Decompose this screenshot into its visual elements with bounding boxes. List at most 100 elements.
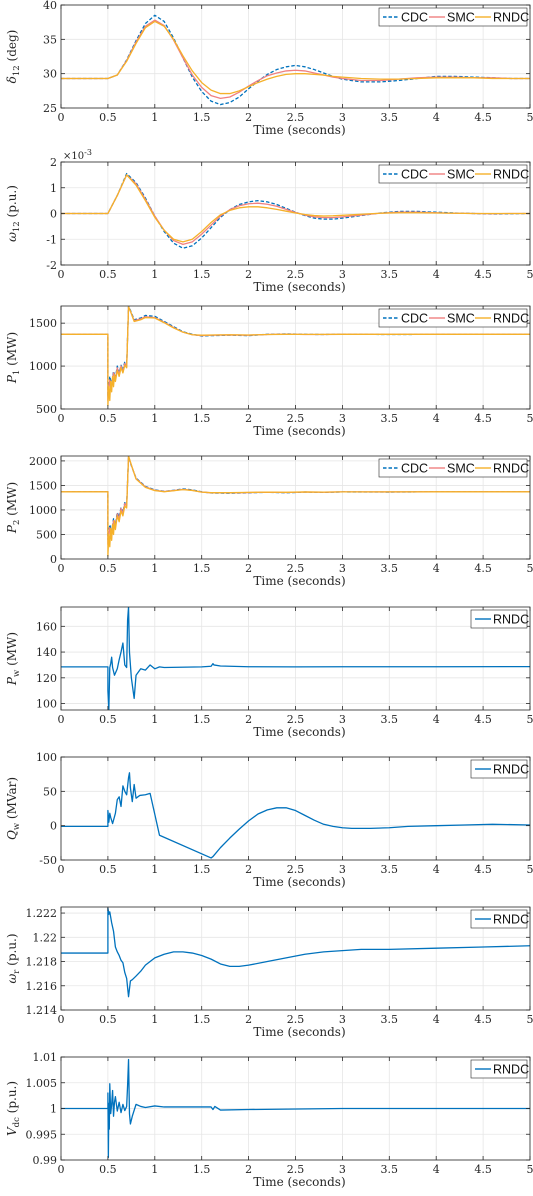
y-tick-label: 2	[50, 156, 57, 169]
legend-label-rndc: RNDC	[493, 312, 529, 326]
x-tick-label: 5	[527, 111, 533, 124]
y-tick-label: 1.222	[26, 907, 58, 920]
x-tick-label: 1	[151, 412, 158, 425]
legend-box	[470, 909, 528, 929]
x-tick-label: 4.5	[474, 863, 492, 876]
x-tick-label: 2	[245, 1163, 252, 1176]
chart-panel-1: 0 0.5 1 1.5 2 2.5 3 3.5 4 4.5 5 25 30 35 40 Time (secon…	[5, 0, 533, 137]
x-tick-label: 5	[527, 412, 533, 425]
x-tick-label: 1.5	[193, 412, 211, 425]
x-tick-label: 1	[151, 268, 158, 281]
y-tick-label: 25	[43, 102, 57, 115]
y-axis-label: Pw (MW)	[5, 632, 22, 686]
y-tick-label: -50	[39, 854, 57, 867]
legend-box	[378, 458, 528, 478]
y-axis-label: Vdc (p.u.)	[5, 1081, 22, 1136]
chart-panel-3: 0 0.5 1 1.5 2 2.5 3 3.5 4 4.5 5 500 1000 1500 Time (se…	[5, 305, 533, 438]
y-tick-label: 1500	[29, 317, 57, 330]
legend-box	[470, 759, 528, 779]
series-group	[61, 607, 530, 710]
x-tick-label: 0	[58, 1013, 65, 1026]
series-line-rndc	[61, 772, 530, 859]
y-tick-label: 100	[36, 751, 57, 764]
legend: CDC SMC RNDC	[378, 7, 529, 27]
legend-label-cdc: CDC	[401, 168, 428, 182]
x-tick-label: 4	[433, 713, 440, 726]
x-tick-label: 3	[339, 562, 346, 575]
legend-label-smc: SMC	[447, 312, 475, 326]
legend-label-cdc: CDC	[401, 11, 428, 25]
y-tick-label: 40	[43, 0, 57, 12]
y-tick-label: -2	[46, 259, 57, 272]
legend: RNDC	[470, 609, 529, 629]
legend: RNDC	[470, 909, 529, 929]
x-tick-label: 4	[433, 562, 440, 575]
y-tick-label: 0	[50, 553, 57, 566]
y-tick-label: 1500	[29, 479, 57, 492]
x-tick-label: 3.5	[381, 713, 399, 726]
series-line-cdc	[61, 172, 530, 249]
series-group	[61, 306, 530, 407]
x-tick-label: 3	[339, 412, 346, 425]
y-tick-label: 1.005	[26, 1077, 58, 1090]
x-tick-label: 0	[58, 562, 65, 575]
x-tick-label: 2.5	[287, 412, 305, 425]
x-tick-label: 1.5	[193, 562, 211, 575]
legend: CDC SMC RNDC	[378, 458, 529, 478]
y-tick-label: 120	[36, 672, 57, 685]
y-tick-label: -1	[46, 233, 57, 246]
x-tick-label: 0	[58, 1163, 65, 1176]
x-tick-label: 5	[527, 268, 533, 281]
x-tick-label: 3.5	[381, 111, 399, 124]
y-tick-label: 1.216	[26, 980, 58, 993]
x-tick-label: 2.5	[287, 1013, 305, 1026]
x-tick-label: 4.5	[474, 268, 492, 281]
x-tick-label: 5	[527, 713, 533, 726]
x-tick-label: 0	[58, 713, 65, 726]
chart-panel-5: 0 0.5 1 1.5 2 2.5 3 3.5 4 4.5 5 100 120 140 160 Time (s…	[5, 606, 533, 739]
y-axis-label: ωr (p.u.)	[5, 933, 22, 983]
y-tick-label: 1	[50, 182, 57, 195]
x-tick-label: 1	[151, 863, 158, 876]
x-tick-label: 0.5	[99, 863, 117, 876]
x-tick-label: 3	[339, 1013, 346, 1026]
series-line-rndc	[61, 456, 530, 557]
y-tick-label: 0.99	[33, 1154, 58, 1167]
x-tick-label: 4.5	[474, 1163, 492, 1176]
x-tick-label: 2.5	[287, 562, 305, 575]
legend: CDC SMC RNDC	[378, 164, 529, 184]
x-tick-label: 0.5	[99, 713, 117, 726]
x-tick-label: 1.5	[193, 863, 211, 876]
legend-label-rndc: RNDC	[493, 11, 529, 25]
y-tick-label: 140	[36, 646, 57, 659]
y-tick-label: 1.01	[33, 1051, 58, 1064]
series-group	[61, 1058, 530, 1159]
x-tick-label: 5	[527, 1163, 533, 1176]
series-group	[61, 172, 530, 249]
x-axis-label: Time (seconds)	[253, 1175, 345, 1189]
x-tick-label: 4.5	[474, 111, 492, 124]
y-tick-label: 1.22	[33, 931, 58, 944]
x-axis-label: Time (seconds)	[253, 1025, 345, 1039]
y-tick-label: 1.214	[26, 1004, 58, 1017]
x-tick-label: 3.5	[381, 268, 399, 281]
x-tick-label: 1	[151, 111, 158, 124]
chart-panel-7: 0 0.5 1 1.5 2 2.5 3 3.5 4 4.5 5 1.214 1.216 1.218 1.22…	[5, 906, 533, 1039]
y-tick-label: 35	[43, 33, 57, 46]
x-tick-label: 3	[339, 713, 346, 726]
y-tick-label: 1.218	[26, 956, 58, 969]
legend-label-rndc: RNDC	[493, 913, 529, 927]
x-tick-label: 4.5	[474, 1013, 492, 1026]
y-axis-label: ω12 (p.u.)	[5, 185, 22, 242]
series-group	[61, 772, 530, 859]
x-tick-label: 3	[339, 268, 346, 281]
x-tick-label: 4.5	[474, 562, 492, 575]
y-tick-label: 1	[50, 1103, 57, 1116]
series-line-rndc	[61, 907, 530, 998]
x-tick-label: 2	[245, 1013, 252, 1026]
legend-box	[378, 308, 528, 328]
x-tick-label: 3	[339, 1163, 346, 1176]
legend-label-cdc: CDC	[401, 312, 428, 326]
legend-label-rndc: RNDC	[493, 168, 529, 182]
